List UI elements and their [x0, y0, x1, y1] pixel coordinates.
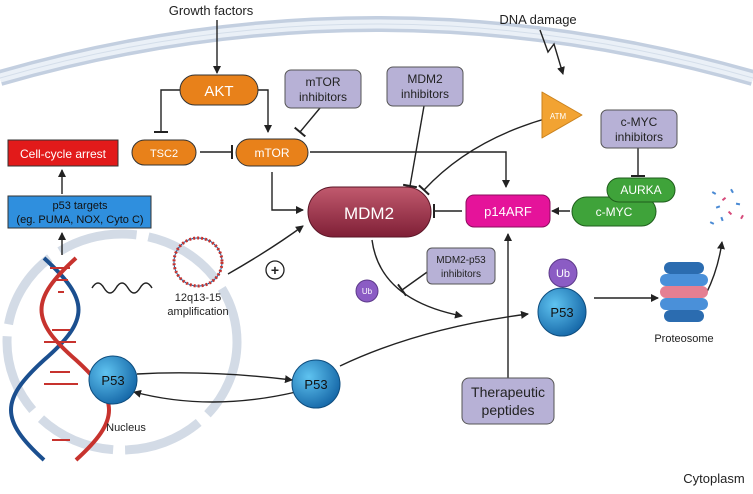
mtor-label: mTOR: [254, 146, 289, 160]
dna-damage-label: DNA damage: [499, 12, 576, 27]
mdm2-inhibitors-line: [402, 105, 425, 189]
cytoplasm-label: Cytoplasm: [683, 471, 744, 486]
mdm2-inhibitors-node: MDM2 inhibitors: [386, 66, 464, 107]
aurka-node: AURKA: [606, 177, 676, 203]
plus-sign: +: [265, 260, 285, 280]
ub-left-label: Ub: [362, 287, 373, 296]
mdm2-p53-inhibitors-label-line2: inhibitors: [441, 269, 481, 280]
mdm2-node: MDM2: [307, 186, 432, 238]
amplification-label-line2: amplification: [167, 306, 228, 318]
mtor-to-mdm2-arrow: [271, 172, 304, 214]
dna-damage-to-atm-arrow: [539, 29, 565, 75]
therapeutic-peptides-node: Therapeutic peptides: [461, 377, 555, 425]
p53-targets-label-line1: p53 targets: [52, 200, 108, 212]
proteosome-to-fragments-arrow: [705, 241, 725, 295]
atm-label: ATM: [550, 112, 567, 121]
p53-ubiquitinated-node: P53: [537, 287, 587, 337]
plus-label: +: [271, 262, 279, 278]
p53-targets-label-line2: (eg. PUMA, NOX, Cyto C): [16, 214, 143, 226]
cmyc-inhibitors-label-line2: inhibitors: [615, 130, 663, 144]
akt-label: AKT: [204, 83, 233, 100]
amplification-to-mdm2-arrow: [227, 225, 304, 275]
mtor-inhibitors-line: [293, 107, 321, 138]
p14arf-label: p14ARF: [484, 204, 532, 219]
nucleus-label: Nucleus: [106, 422, 146, 434]
aurka-label: AURKA: [620, 183, 661, 197]
mdm2-inhibitors-label-line1: MDM2: [407, 72, 443, 86]
tsc2-node: TSC2: [131, 139, 197, 166]
mdm2-p53-inhibitors-node: MDM2-p53 inhibitors: [426, 247, 496, 285]
akt-inhibits-tsc2-line: [154, 89, 180, 133]
cell-cycle-arrest-node: Cell-cycle arrest: [7, 139, 119, 167]
connections: [58, 20, 725, 403]
p53-nuclear-node: P53: [88, 355, 138, 405]
p53-targets-node: p53 targets (eg. PUMA, NOX, Cyto C): [7, 195, 152, 229]
proteosome-icon: [660, 262, 708, 322]
dna-helix-icon: [9, 256, 111, 462]
therapeutic-peptides-label-line2: peptides: [482, 402, 535, 418]
akt-node: AKT: [179, 74, 259, 106]
mdm2-p53-inhibitors-label-line1: MDM2-p53: [436, 255, 486, 266]
cmyc-label: c-MYC: [596, 205, 633, 219]
cmyc-inhibitors-node: c-MYC inhibitors: [600, 109, 678, 149]
ubiquitin-left: Ub: [355, 279, 379, 303]
akt-to-mtor-arrow: [258, 89, 272, 133]
atm-inhibits-mdm2-line: [418, 117, 549, 196]
cell-cycle-arrest-label: Cell-cycle arrest: [20, 147, 107, 161]
p53-middle-label: P53: [304, 377, 327, 392]
amplification-label-line1: 12q13-15: [175, 292, 222, 304]
peptide-fragments-icon: [709, 188, 744, 225]
tsc2-label: TSC2: [150, 148, 178, 160]
p53-nucleus-label: P53: [101, 373, 124, 388]
p53-nuclear-export-arrow: [136, 372, 293, 384]
growth-factors-label: Growth factors: [169, 3, 254, 18]
p53-nuclear-import-arrow: [133, 389, 297, 403]
cmyc-inhibitors-label-line1: c-MYC: [621, 115, 658, 129]
amplification-plasmid-icon: [172, 236, 224, 288]
mtor-inhibitors-label-line1: mTOR: [305, 75, 340, 89]
atm-node: ATM: [541, 91, 583, 139]
ubiquitin-right: Ub: [548, 258, 578, 288]
mtor-to-p14arf-arrow: [310, 151, 510, 188]
mtor-inhibitors-label-line2: inhibitors: [299, 90, 347, 104]
mdm2-p53-inhibitors-line: [397, 269, 431, 297]
p53-cytoplasm-node: P53: [291, 359, 341, 409]
p14arf-node: p14ARF: [465, 194, 551, 228]
mtor-inhibitors-node: mTOR inhibitors: [284, 69, 362, 109]
ub-right-label: Ub: [556, 268, 570, 280]
proteosome-label: Proteosome: [654, 333, 713, 345]
nucleus-envelope: [2, 229, 242, 455]
cell-membrane: [0, 16, 753, 86]
mrna-wave: [91, 282, 153, 294]
mtor-node: mTOR: [235, 138, 309, 167]
mdm2-label: MDM2: [344, 204, 394, 223]
p53-right-label: P53: [550, 305, 573, 320]
mdm2-inhibitors-label-line2: inhibitors: [401, 87, 449, 101]
therapeutic-peptides-label-line1: Therapeutic: [471, 384, 545, 400]
p53-export-arrow: [339, 310, 529, 367]
